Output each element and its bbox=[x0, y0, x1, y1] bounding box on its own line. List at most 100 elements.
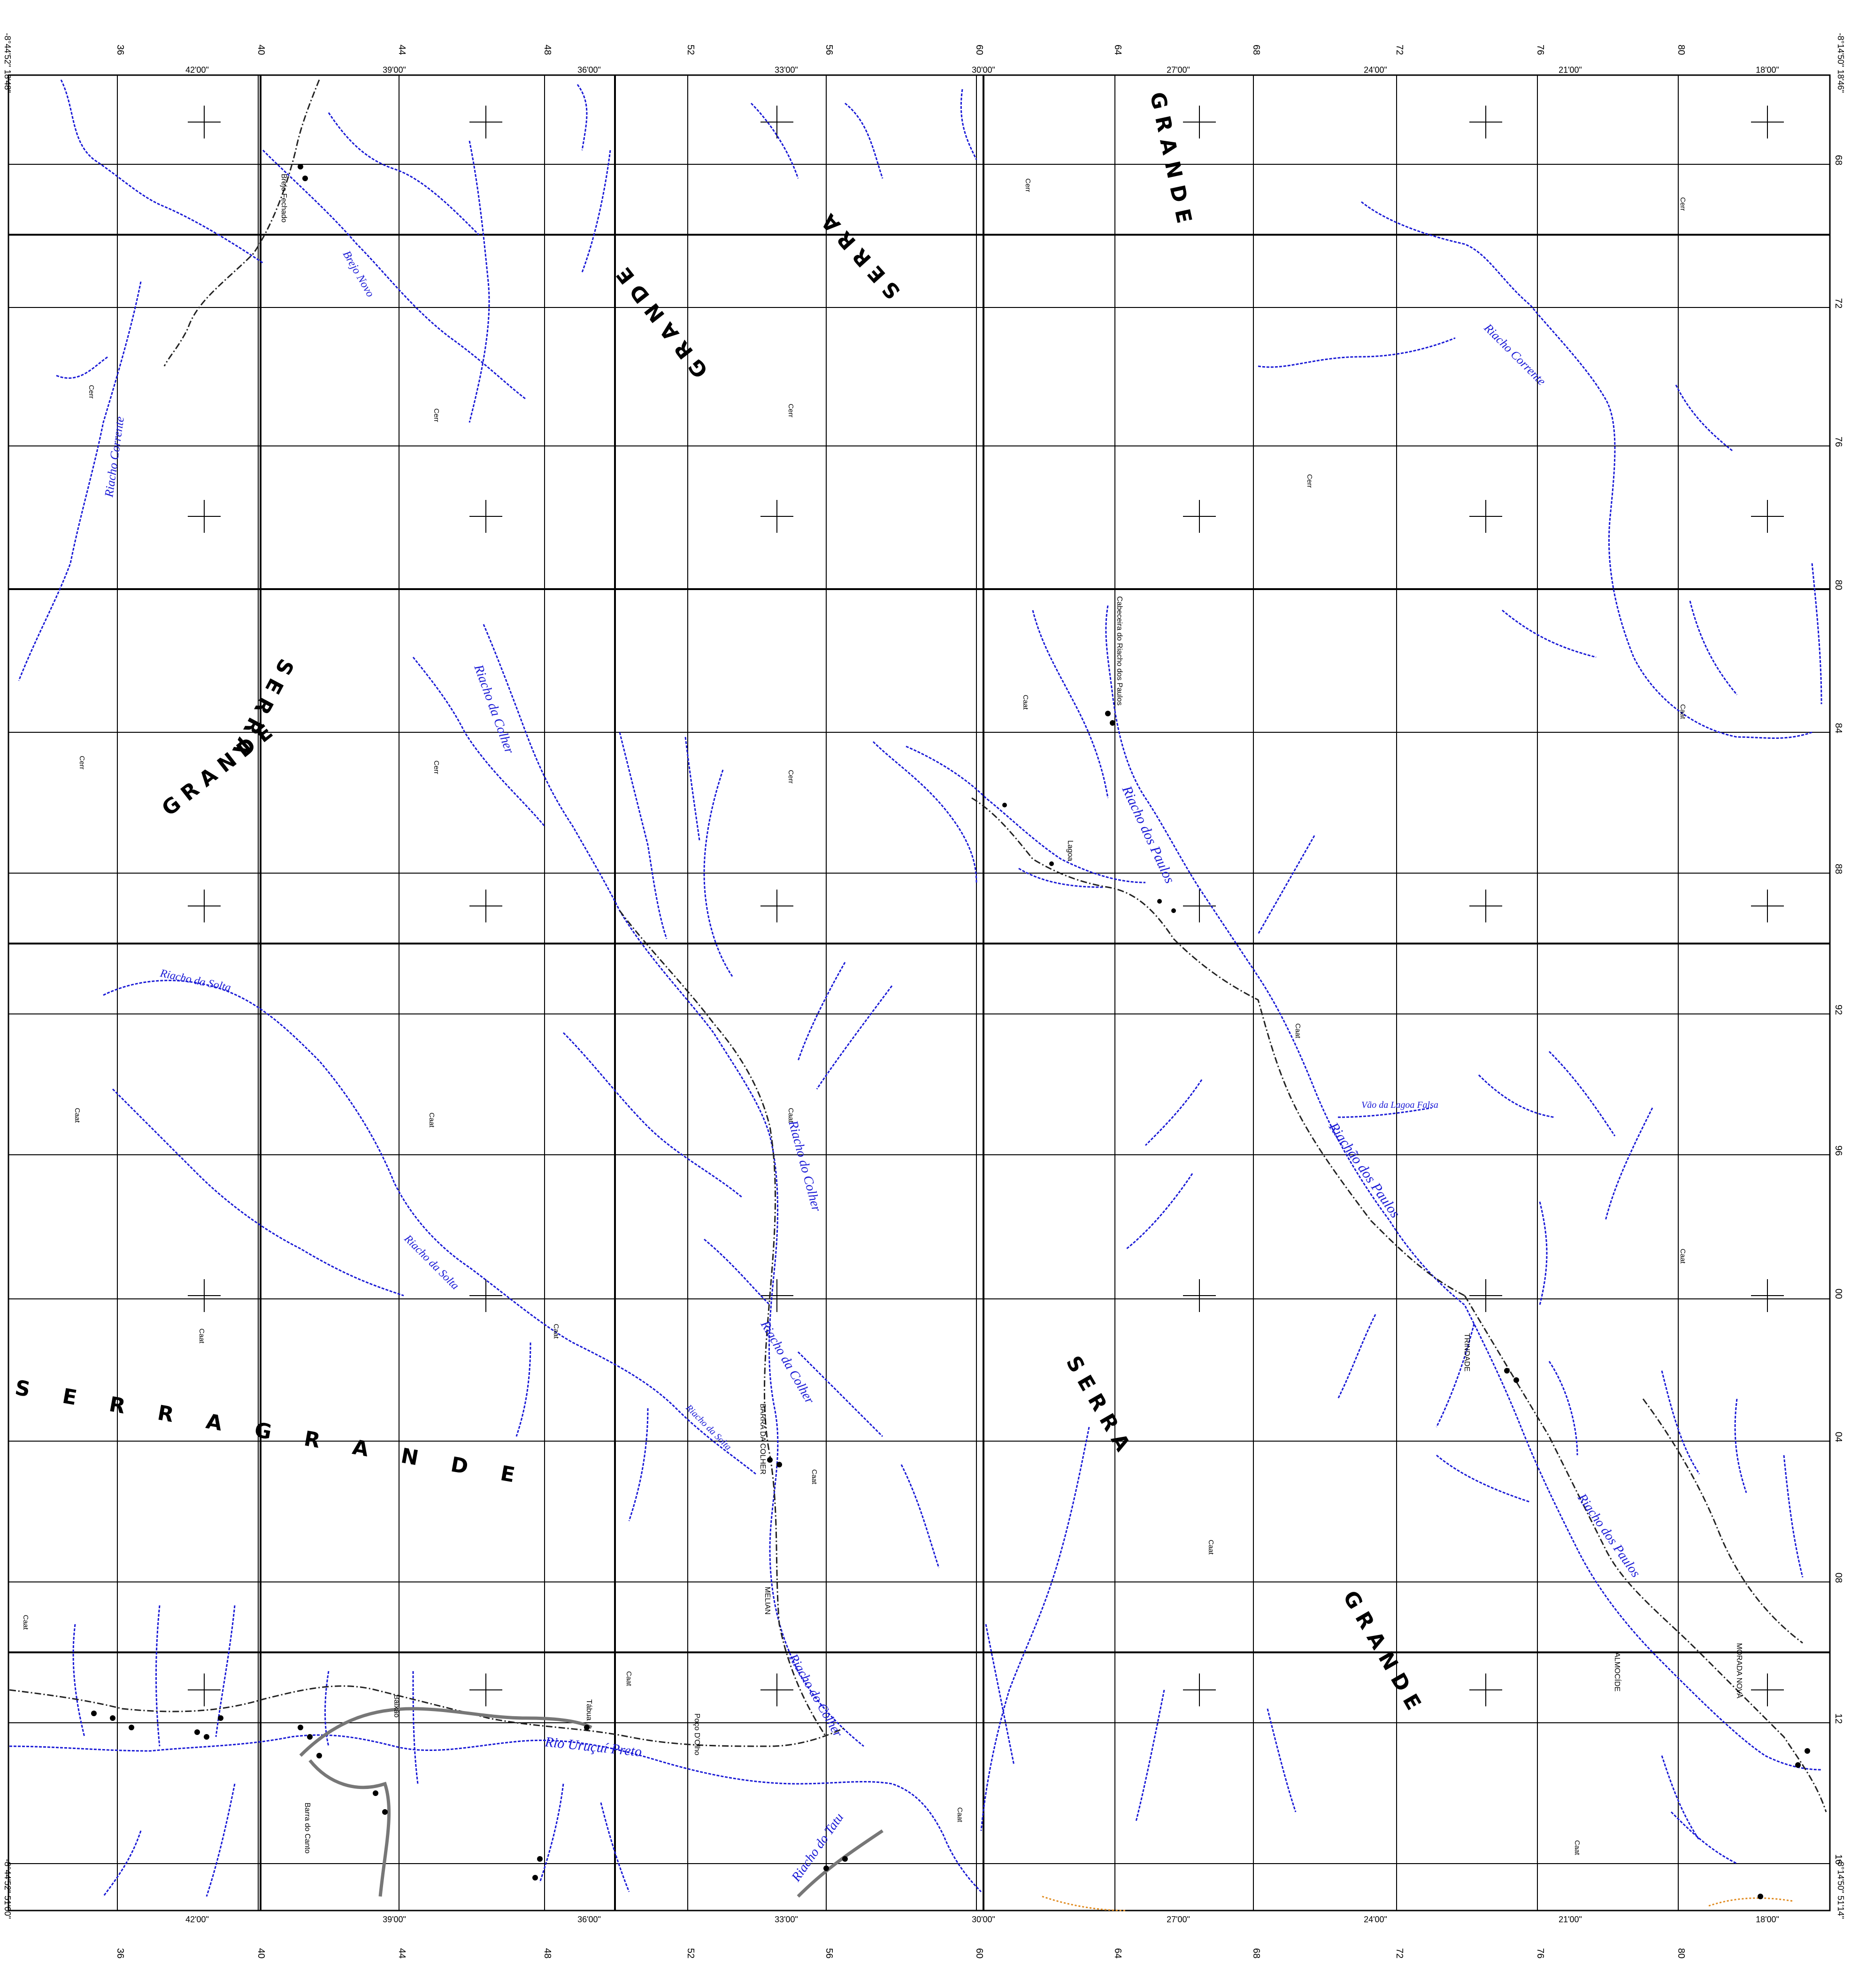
settlements bbox=[91, 164, 1810, 1899]
veg-label: Caat bbox=[1573, 1840, 1581, 1856]
km-label: 72 bbox=[1833, 298, 1843, 308]
veg-label: Cerr bbox=[432, 760, 440, 774]
km-label: 64 bbox=[1113, 45, 1123, 55]
veg-label: Caat bbox=[956, 1807, 964, 1823]
corner-label: -8°14'50" 18'46" bbox=[1836, 33, 1845, 93]
corner-label: -8°44'52" 51'00" bbox=[3, 1859, 12, 1919]
deg-label: 18'00" bbox=[1756, 65, 1779, 75]
km-label: 80 bbox=[1676, 45, 1686, 55]
place-label: TRINDADE bbox=[1463, 1333, 1471, 1372]
km-label: 56 bbox=[824, 1948, 834, 1958]
km-label: 16 bbox=[1833, 1854, 1843, 1865]
top-km-labels: 36 40 44 48 52 56 60 64 68 72 76 80 bbox=[115, 45, 1686, 55]
deg-label: 27'00" bbox=[1167, 65, 1190, 75]
corner-labels: -8°44'52" 18'48" -8°14'50" 18'46" -8°44'… bbox=[3, 33, 1845, 1919]
km-label: 68 bbox=[1251, 1948, 1261, 1958]
km-label: 48 bbox=[542, 1948, 553, 1958]
corner-label: -8°14'50" 51'14" bbox=[1836, 1859, 1845, 1919]
place-label: Poço D'Olho bbox=[693, 1713, 701, 1755]
place-label: Barra do Canto bbox=[303, 1803, 311, 1854]
km-label: 76 bbox=[1535, 1948, 1545, 1958]
deg-label: 30'00" bbox=[972, 1915, 995, 1924]
km-label: 76 bbox=[1833, 437, 1843, 447]
km-label: 44 bbox=[397, 1948, 407, 1958]
deg-label: 18'00" bbox=[1756, 1915, 1779, 1924]
veg-label: Caat bbox=[1207, 1540, 1215, 1555]
place-label: Tábua bbox=[585, 1699, 593, 1720]
km-label: 88 bbox=[1833, 864, 1843, 874]
river-label: Vão da Lagoa Falsa bbox=[1361, 1100, 1438, 1110]
right-km-labels: 68 72 76 80 84 88 92 96 00 04 08 12 16 bbox=[1833, 155, 1843, 1865]
km-label: 36 bbox=[115, 1948, 125, 1958]
deg-label: 33'00" bbox=[775, 1915, 798, 1924]
vegetation-labels: Cerr Cerr Cerr Cerr Cerr Cerr Cerr Cerr … bbox=[22, 178, 1687, 1856]
deg-label: 24'00" bbox=[1364, 65, 1387, 75]
km-label: 80 bbox=[1676, 1948, 1686, 1958]
deg-label: 39'00" bbox=[383, 1915, 406, 1924]
veg-label: Caat bbox=[22, 1615, 30, 1630]
veg-label: Cerr bbox=[787, 404, 795, 417]
deg-label: 21'00" bbox=[1559, 65, 1582, 75]
place-label: Baixão bbox=[392, 1695, 400, 1718]
veg-label: Cerr bbox=[78, 756, 86, 769]
km-label: 68 bbox=[1251, 45, 1261, 55]
deg-label: 27'00" bbox=[1167, 1915, 1190, 1924]
grid-crosses bbox=[188, 106, 1784, 1706]
drainage-network bbox=[9, 79, 1822, 1897]
km-label: 44 bbox=[397, 45, 407, 55]
veg-label: Cerr bbox=[1024, 178, 1032, 192]
place-label: Brejo Fechado bbox=[280, 174, 288, 223]
km-label: 04 bbox=[1833, 1432, 1843, 1442]
km-label: 96 bbox=[1833, 1145, 1843, 1156]
deg-label: 36'00" bbox=[577, 65, 601, 75]
km-label: 80 bbox=[1833, 580, 1843, 590]
veg-label: Caat bbox=[198, 1328, 206, 1344]
place-label: ALMOCÍDE bbox=[1613, 1652, 1622, 1692]
roads bbox=[9, 79, 1827, 1812]
deg-label: 42'00" bbox=[185, 65, 209, 75]
veg-label: Cerr bbox=[432, 408, 440, 422]
veg-label: Caat bbox=[1679, 704, 1687, 720]
km-label: 72 bbox=[1394, 1948, 1405, 1958]
km-label: 56 bbox=[824, 45, 834, 55]
veg-label: Caat bbox=[428, 1113, 436, 1128]
veg-label: Caat bbox=[73, 1108, 81, 1123]
place-label: Cabeceira do Riacho dos Paulos bbox=[1115, 596, 1123, 706]
km-label: 52 bbox=[685, 1948, 696, 1958]
corner-label: -8°44'52" 18'48" bbox=[3, 33, 12, 93]
bottom-km-labels: 36 40 44 48 52 56 60 64 68 72 76 80 bbox=[115, 1948, 1686, 1958]
veg-label: Cerr bbox=[87, 385, 95, 399]
km-label: 48 bbox=[542, 45, 553, 55]
veg-label: Cerr bbox=[1306, 474, 1313, 488]
km-label: 76 bbox=[1535, 45, 1545, 55]
veg-label: Caat bbox=[1022, 695, 1029, 710]
km-label: 68 bbox=[1833, 155, 1843, 165]
km-label: 64 bbox=[1113, 1948, 1123, 1958]
veg-label: Caat bbox=[552, 1324, 560, 1339]
veg-label: Caat bbox=[1294, 1023, 1302, 1039]
km-label: 12 bbox=[1833, 1713, 1843, 1724]
place-label: MORADA NOVA bbox=[1735, 1643, 1743, 1698]
km-label: 08 bbox=[1833, 1573, 1843, 1583]
boundary-line bbox=[1042, 1896, 1794, 1911]
utm-grid bbox=[8, 75, 1830, 1911]
km-label: 36 bbox=[115, 45, 125, 55]
deg-label: 36'00" bbox=[577, 1915, 601, 1924]
highway bbox=[299, 1707, 883, 1898]
veg-label: Caat bbox=[787, 1108, 795, 1123]
place-labels: Brejo Fechado BARRA DA COLHER MELIAN TRI… bbox=[280, 174, 1743, 1854]
veg-label: Caat bbox=[810, 1469, 818, 1485]
km-label: 84 bbox=[1833, 723, 1843, 733]
km-label: 40 bbox=[256, 45, 266, 55]
km-label: 60 bbox=[974, 45, 984, 55]
veg-label: Cerr bbox=[1679, 197, 1687, 211]
deg-label: 24'00" bbox=[1364, 1915, 1387, 1924]
deg-label: 42'00" bbox=[185, 1915, 209, 1924]
veg-label: Cerr bbox=[787, 770, 795, 783]
km-label: 72 bbox=[1394, 45, 1405, 55]
km-label: 52 bbox=[685, 45, 696, 55]
graticule bbox=[8, 75, 1830, 1911]
deg-label: 33'00" bbox=[775, 65, 798, 75]
deg-label: 30'00" bbox=[972, 65, 995, 75]
